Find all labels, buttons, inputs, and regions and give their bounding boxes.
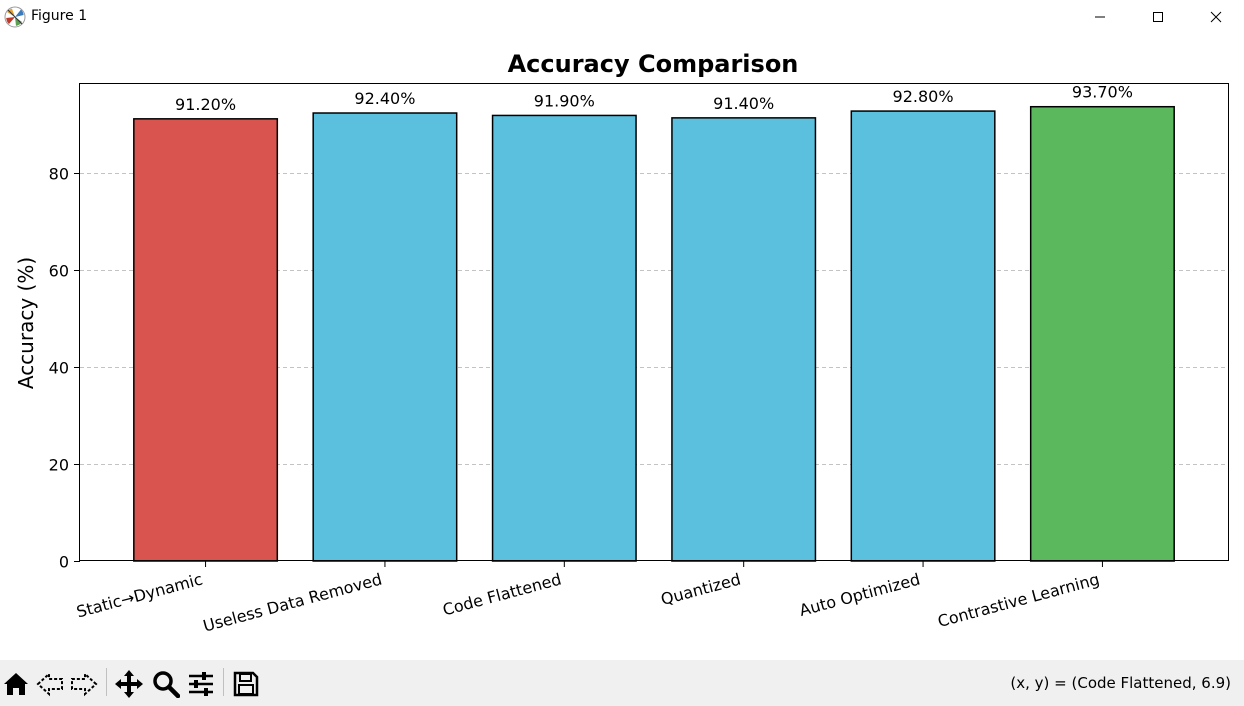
x-tick-label: Auto Optimized: [797, 570, 922, 620]
bar: [1029, 105, 1175, 562]
save-disk-icon: [233, 671, 259, 697]
x-tick-label: Static→Dynamic: [74, 570, 204, 622]
minimize-button[interactable]: [1071, 0, 1129, 34]
x-tick-label: Quantized: [659, 570, 743, 610]
x-tick-label: Contrastive Learning: [936, 570, 1102, 631]
forward-arrow-icon: [71, 671, 98, 697]
y-tick-label: 60: [49, 262, 69, 281]
x-tick-label: Code Flattened: [441, 570, 564, 620]
minimize-icon: [1095, 16, 1105, 18]
back-arrow-icon: [36, 671, 63, 697]
navigation-toolbar: (x, y) = (Code Flattened, 6.9): [0, 660, 1244, 706]
bar-value-label: 91.90%: [534, 91, 595, 110]
home-icon: [4, 673, 28, 695]
configure-subplots-button[interactable]: [185, 668, 217, 700]
y-axis-label: Accuracy (%): [14, 257, 38, 389]
zoom-magnifier-icon: [153, 671, 180, 698]
home-button[interactable]: [0, 668, 32, 700]
y-tick-label: 0: [59, 553, 69, 572]
close-button[interactable]: [1187, 0, 1244, 34]
bar: [671, 117, 817, 562]
zoom-button[interactable]: [150, 668, 182, 700]
toolbar-separator: [223, 668, 224, 696]
axes-frame: [79, 83, 1229, 561]
forward-button[interactable]: [68, 668, 100, 700]
sliders-icon: [189, 672, 213, 696]
chart-title: Accuracy Comparison: [508, 50, 799, 78]
window-title: Figure 1: [31, 8, 88, 24]
bar-value-label: 92.40%: [354, 89, 415, 108]
x-tick-label: Useless Data Removed: [201, 570, 384, 636]
bar: [133, 118, 279, 562]
y-tick-label: 40: [49, 359, 69, 378]
maximize-button[interactable]: [1129, 0, 1187, 34]
window-titlebar[interactable]: Figure 1: [0, 0, 1244, 34]
bar-chart: 0 20 40 60 80 91.20% Static→Dynamic 92.40% Usel…: [14, 50, 1229, 636]
bar-value-label: 93.70%: [1072, 83, 1133, 102]
toolbar-separator: [106, 668, 107, 696]
pan-move-icon: [115, 670, 143, 698]
maximize-icon: [1153, 12, 1163, 22]
back-button[interactable]: [34, 668, 66, 700]
save-button[interactable]: [230, 668, 262, 700]
close-icon: [1210, 11, 1222, 23]
matplotlib-icon: [4, 6, 26, 28]
bar: [850, 110, 996, 562]
bar-value-label: 92.80%: [893, 87, 954, 106]
bar-value-label: 91.20%: [175, 95, 236, 114]
bar: [312, 112, 458, 562]
figure-canvas[interactable]: 0 20 40 60 80 91.20% Static→Dynamic 92.40% Usel…: [0, 34, 1244, 660]
y-tick-label: 20: [49, 456, 69, 475]
y-tick-label: 80: [49, 165, 69, 184]
cursor-coordinates: (x, y) = (Code Flattened, 6.9): [1010, 674, 1231, 692]
pan-button[interactable]: [113, 668, 145, 700]
bar: [491, 114, 637, 562]
bar-value-label: 91.40%: [713, 94, 774, 113]
